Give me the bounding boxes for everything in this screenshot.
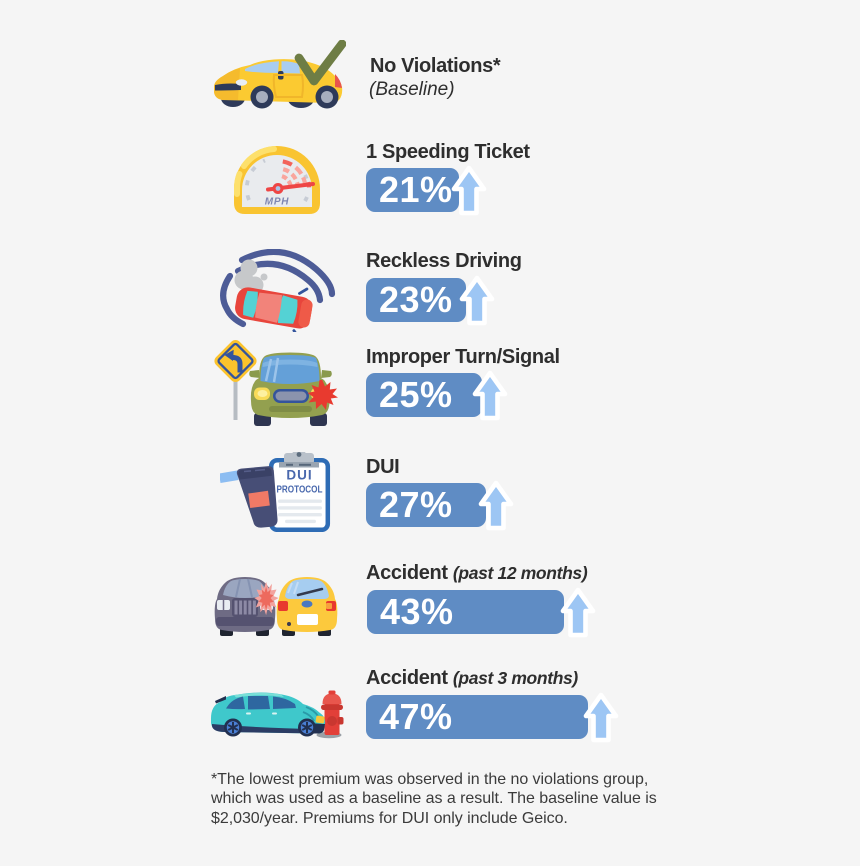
svg-text:DUI: DUI [286,468,312,483]
svg-text:MPH: MPH [265,197,290,208]
svg-text:PROTOCOL: PROTOCOL [277,485,323,496]
